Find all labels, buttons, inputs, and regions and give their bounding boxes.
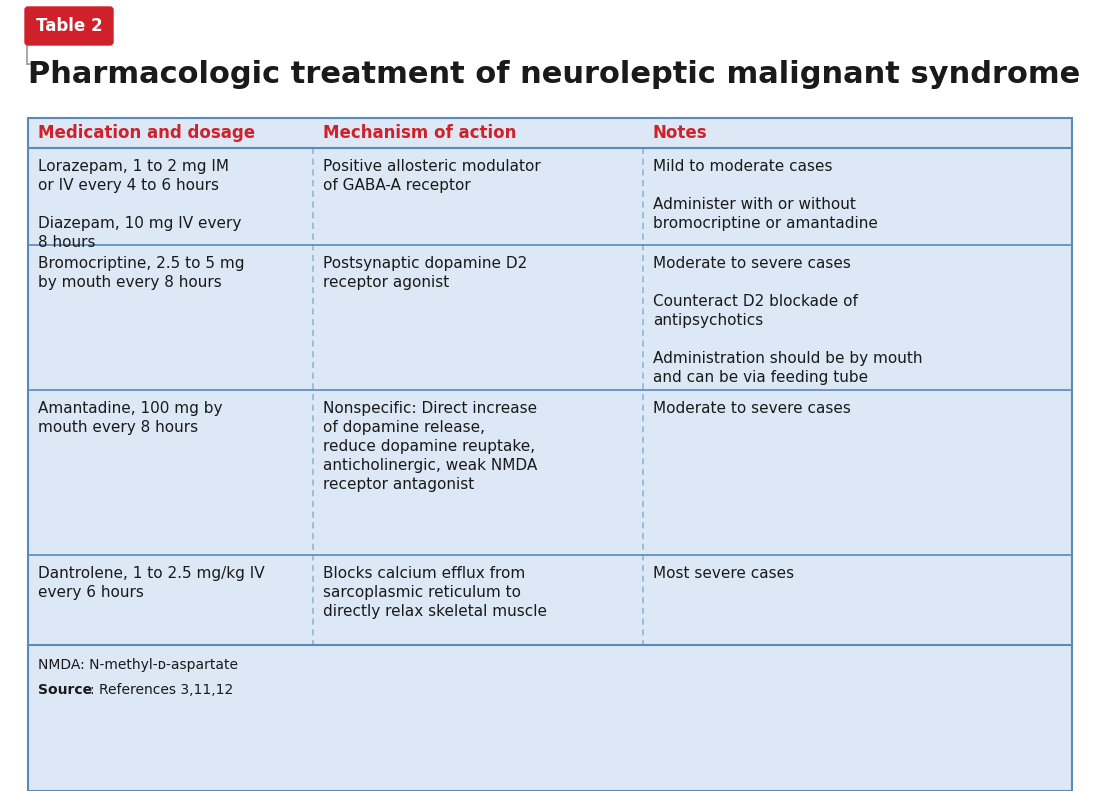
Bar	[28, 118, 1072, 791]
Text: Notes: Notes	[653, 124, 707, 142]
Text: Moderate to severe cases: Moderate to severe cases	[653, 401, 851, 416]
Text: Medication and dosage: Medication and dosage	[39, 124, 255, 142]
Text: sarcoplasmic reticulum to: sarcoplasmic reticulum to	[323, 585, 521, 600]
Text: receptor agonist: receptor agonist	[323, 275, 449, 290]
Text: NMDA: N-methyl-ᴅ-aspartate: NMDA: N-methyl-ᴅ-aspartate	[39, 658, 238, 672]
Text: antipsychotics: antipsychotics	[653, 313, 763, 328]
Text: Postsynaptic dopamine D2: Postsynaptic dopamine D2	[323, 256, 527, 271]
Text: Bromocriptine, 2.5 to 5 mg: Bromocriptine, 2.5 to 5 mg	[39, 256, 244, 271]
Text: Blocks calcium efflux from: Blocks calcium efflux from	[323, 566, 526, 581]
Text: Mild to moderate cases: Mild to moderate cases	[653, 159, 833, 174]
FancyBboxPatch shape	[25, 7, 113, 45]
Text: of dopamine release,: of dopamine release,	[323, 420, 485, 435]
Text: Administration should be by mouth: Administration should be by mouth	[653, 351, 923, 366]
Text: Lorazepam, 1 to 2 mg IM: Lorazepam, 1 to 2 mg IM	[39, 159, 229, 174]
Text: Moderate to severe cases: Moderate to severe cases	[653, 256, 851, 271]
Text: Table 2: Table 2	[35, 17, 102, 35]
Text: bromocriptine or amantadine: bromocriptine or amantadine	[653, 216, 878, 231]
Text: Mechanism of action: Mechanism of action	[323, 124, 516, 142]
Text: : References 3,11,12: : References 3,11,12	[90, 683, 233, 697]
Text: anticholinergic, weak NMDA: anticholinergic, weak NMDA	[323, 458, 537, 473]
Text: receptor antagonist: receptor antagonist	[323, 477, 474, 492]
Text: Source: Source	[39, 683, 92, 697]
Text: Amantadine, 100 mg by: Amantadine, 100 mg by	[39, 401, 222, 416]
Text: Diazepam, 10 mg IV every: Diazepam, 10 mg IV every	[39, 216, 241, 231]
Text: Positive allosteric modulator: Positive allosteric modulator	[323, 159, 541, 174]
Text: 8 hours: 8 hours	[39, 235, 96, 250]
Text: or IV every 4 to 6 hours: or IV every 4 to 6 hours	[39, 178, 219, 193]
Text: Nonspecific: Direct increase: Nonspecific: Direct increase	[323, 401, 537, 416]
Text: Pharmacologic treatment of neuroleptic malignant syndrome: Pharmacologic treatment of neuroleptic m…	[28, 60, 1080, 89]
Text: Most severe cases: Most severe cases	[653, 566, 794, 581]
Text: Administer with or without: Administer with or without	[653, 197, 856, 212]
Text: reduce dopamine reuptake,: reduce dopamine reuptake,	[323, 439, 535, 454]
Text: Dantrolene, 1 to 2.5 mg/kg IV: Dantrolene, 1 to 2.5 mg/kg IV	[39, 566, 265, 581]
Text: by mouth every 8 hours: by mouth every 8 hours	[39, 275, 222, 290]
Text: Counteract D2 blockade of: Counteract D2 blockade of	[653, 294, 858, 309]
Bar	[28, 118, 1072, 791]
Text: mouth every 8 hours: mouth every 8 hours	[39, 420, 198, 435]
Text: every 6 hours: every 6 hours	[39, 585, 144, 600]
Text: of GABA-A receptor: of GABA-A receptor	[323, 178, 471, 193]
Text: and can be via feeding tube: and can be via feeding tube	[653, 370, 868, 385]
Text: directly relax skeletal muscle: directly relax skeletal muscle	[323, 604, 547, 619]
